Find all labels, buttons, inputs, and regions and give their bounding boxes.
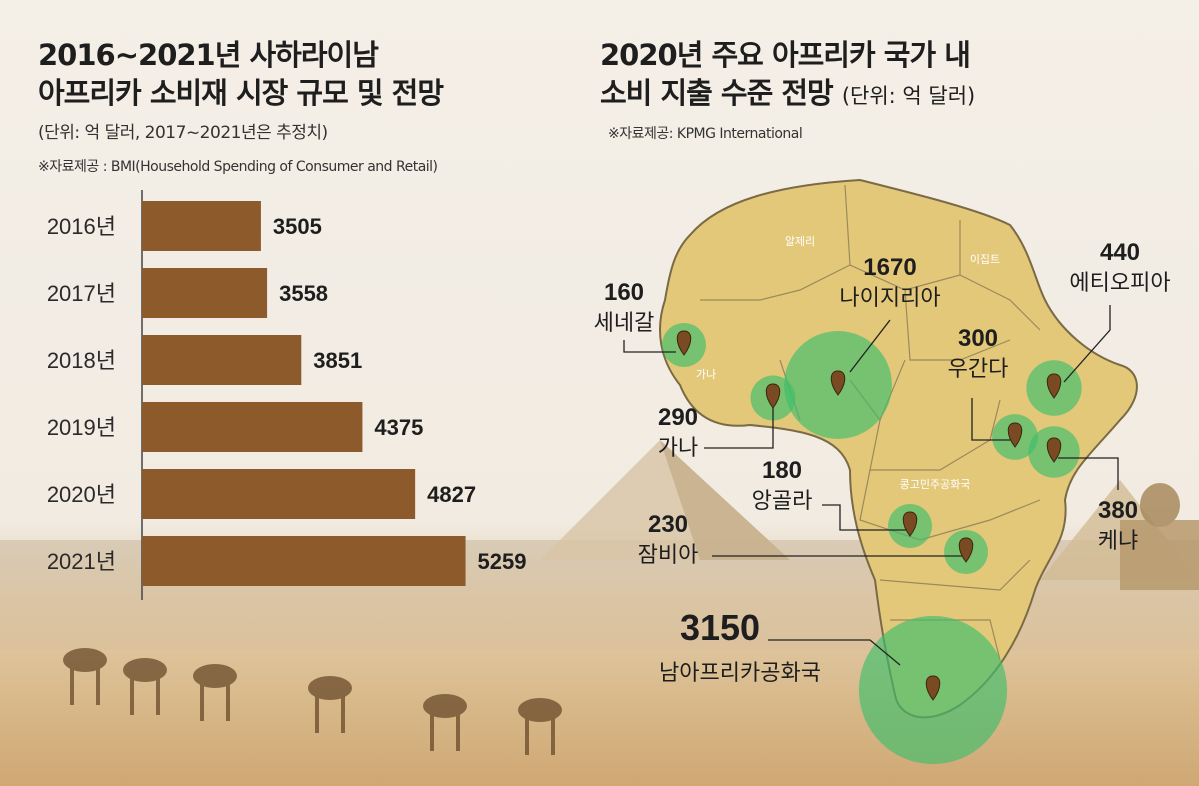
location-pin-icon (830, 370, 846, 396)
right-chart-source: ※자료제공: KPMG International (608, 126, 803, 142)
right-title-line1: 2020년 주요 아프리카 국가 내 (600, 38, 971, 72)
bar (142, 268, 268, 318)
value-label: 4375 (374, 415, 423, 440)
country-value-label: 180 (762, 457, 802, 484)
category-label: 2017년 (47, 281, 116, 306)
leader-line (971, 398, 1015, 441)
country-value-label: 3150 (680, 607, 760, 648)
africa-continent-shape (659, 178, 1138, 719)
right-title-unit: (단위: 억 달러) (841, 84, 976, 108)
country-name-label: 나이지리아 (839, 285, 940, 310)
left-chart-title: 2016~2021년 사하라이남 아프리카 소비재 시장 규모 및 전망 (38, 36, 444, 112)
left-title-line1: 2016~2021년 사하라이남 (38, 38, 379, 72)
map-country-label: 콩고민주공화국 (900, 478, 971, 491)
leader-line (704, 405, 774, 449)
location-pin-icon (1007, 422, 1023, 448)
value-label: 3505 (273, 214, 322, 239)
country-name-label: 잠비아 (638, 542, 699, 567)
country-name-label: 우간다 (948, 356, 1009, 381)
leader-line (623, 340, 676, 353)
value-label: 3558 (279, 281, 328, 306)
category-label: 2019년 (47, 415, 116, 440)
category-label: 2016년 (47, 214, 116, 239)
country-name-label: 남아프리카공화국 (659, 660, 821, 685)
left-chart-subtitle: (단위: 억 달러, 2017~2021년은 추정치) (38, 123, 328, 143)
bar (142, 402, 363, 452)
right-title-line2-text: 소비 지출 수준 전망 (600, 76, 834, 110)
leader-line (1058, 457, 1119, 490)
location-pin-icon (676, 330, 692, 356)
left-chart-source: ※자료제공 : BMI(Household Spending of Consum… (38, 159, 438, 175)
right-title-line2: 소비 지출 수준 전망 (단위: 억 달러) (600, 74, 975, 115)
bar (142, 469, 416, 519)
country-name-label: 가나 (658, 435, 698, 460)
bar (142, 335, 302, 385)
camel-caravan-illustration (63, 648, 562, 755)
map-country-label: 가나 (696, 368, 716, 381)
leader-line (822, 504, 910, 531)
country-name-label: 케냐 (1098, 528, 1138, 553)
right-chart-title: 2020년 주요 아프리카 국가 내 소비 지출 수준 전망 (단위: 억 달러… (600, 36, 975, 115)
country-value-label: 1670 (863, 254, 916, 281)
value-label: 4827 (427, 482, 476, 507)
country-name-label: 에티오피아 (1069, 270, 1170, 295)
country-value-label: 160 (604, 279, 644, 306)
category-label: 2018년 (47, 348, 116, 373)
country-value-label: 380 (1098, 497, 1138, 524)
category-label: 2021년 (47, 549, 116, 574)
sphinx-illustration (1120, 483, 1199, 590)
location-pin-icon (1046, 373, 1062, 399)
leader-line (849, 319, 891, 373)
location-pin-icon (925, 675, 941, 701)
location-pin-icon (1046, 437, 1062, 463)
value-label: 5259 (478, 549, 527, 574)
country-name-label: 앙골라 (752, 488, 813, 513)
country-value-label: 300 (958, 325, 998, 352)
country-name-label: 세네갈 (594, 310, 655, 335)
country-value-label: 230 (648, 511, 688, 538)
country-value-label: 290 (658, 404, 698, 431)
bar (142, 201, 261, 251)
country-borders (700, 184, 1041, 661)
leader-line (1063, 305, 1111, 383)
location-pin-icon (958, 537, 974, 563)
left-title-line2: 아프리카 소비재 시장 규모 및 전망 (38, 76, 444, 110)
map-country-label: 알제리 (785, 234, 815, 248)
leader-line (768, 639, 901, 666)
category-label: 2020년 (47, 482, 116, 507)
bar (142, 536, 466, 586)
map-country-label: 이집트 (970, 253, 1000, 266)
location-pin-icon (902, 511, 918, 537)
value-label: 3851 (313, 348, 362, 373)
location-pin-icon (765, 383, 781, 409)
country-value-label: 440 (1100, 239, 1140, 266)
